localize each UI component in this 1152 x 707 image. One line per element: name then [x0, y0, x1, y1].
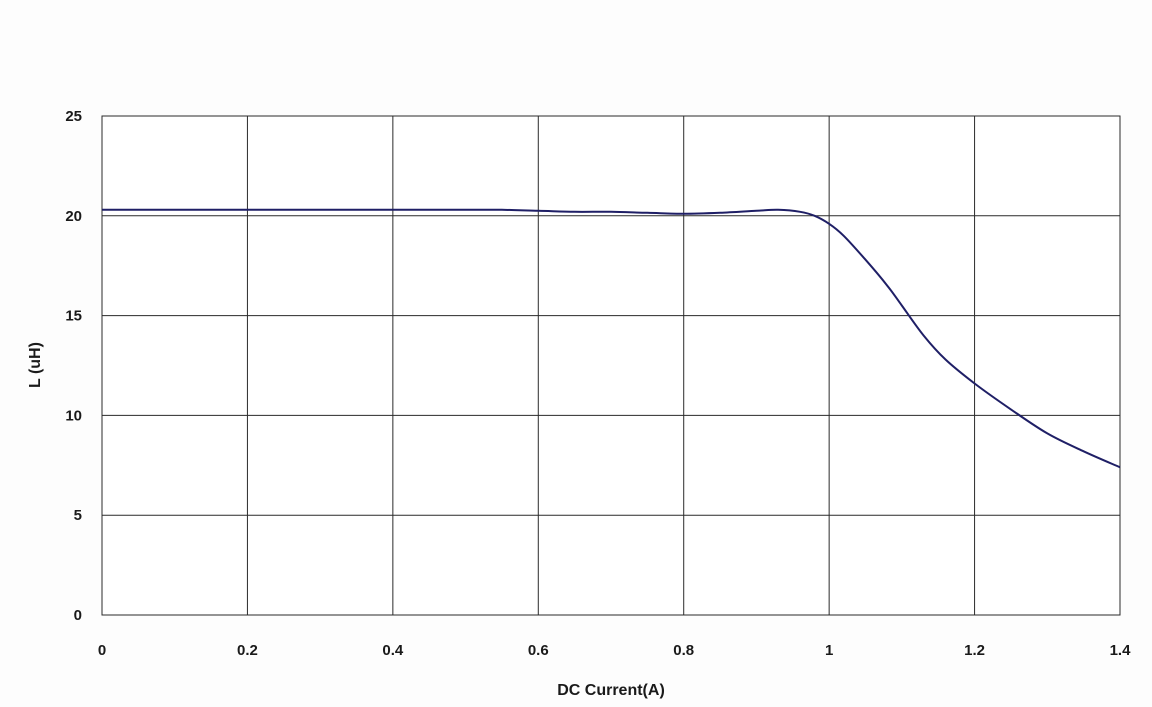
x-tick-label: 0	[98, 642, 106, 659]
y-tick-label: 5	[74, 507, 82, 524]
grid-lines	[102, 116, 1120, 615]
y-axis-ticks: 0 5 10 15 20 25	[65, 108, 82, 624]
y-tick-label: 25	[65, 108, 82, 125]
x-axis-title: DC Current(A)	[557, 682, 665, 699]
x-tick-label: 0.2	[237, 642, 258, 659]
x-tick-label: 0.8	[673, 642, 694, 659]
y-tick-label: 0	[74, 607, 82, 624]
inductance-curve	[102, 208, 1121, 469]
y-tick-label: 20	[65, 208, 82, 225]
x-tick-label: 0.4	[382, 642, 404, 659]
x-tick-label: 1.2	[964, 642, 985, 659]
plot-frame	[101, 115, 1121, 616]
y-axis-title: L (uH)	[27, 342, 44, 388]
x-tick-label: 1.4	[1110, 642, 1132, 659]
x-axis-ticks: 0 0.2 0.4 0.6 0.8 1 1.2 1.4	[98, 642, 1131, 659]
y-tick-label: 15	[65, 308, 82, 325]
x-tick-label: 1	[825, 642, 833, 659]
x-tick-label: 0.6	[528, 642, 549, 659]
y-tick-label: 10	[65, 407, 82, 424]
